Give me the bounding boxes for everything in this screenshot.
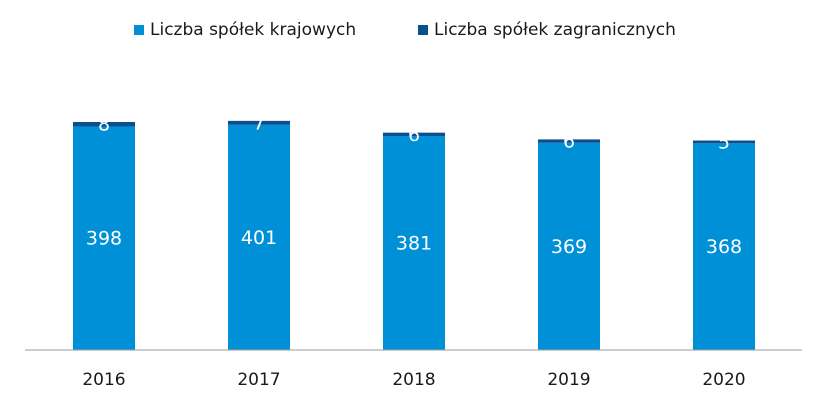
- bar-domestic-2020: [693, 143, 755, 350]
- bar-foreign-2017: [228, 120, 290, 125]
- x-tick-label-2020: 2020: [702, 370, 745, 390]
- data-label-foreign-2018: 6: [408, 124, 420, 146]
- legend-item-domestic: Liczba spółek krajowych: [134, 20, 356, 40]
- bar-foreign-2019: [538, 139, 600, 143]
- bar-domestic-2019: [538, 142, 600, 350]
- bar-foreign-2016: [73, 121, 135, 127]
- x-tick-label-2019: 2019: [547, 370, 590, 390]
- data-label-foreign-2020: 5: [718, 131, 730, 153]
- legend: Liczba spółek krajowych Liczba spółek za…: [0, 20, 827, 44]
- bar-foreign-2020: [693, 140, 755, 144]
- legend-label-foreign: Liczba spółek zagranicznych: [434, 20, 676, 40]
- data-label-foreign-2017: 7: [253, 112, 265, 134]
- legend-label-domestic: Liczba spółek krajowych: [150, 20, 357, 40]
- data-label-foreign-2019: 6: [563, 131, 575, 153]
- legend-swatch-domestic: [134, 25, 144, 35]
- bar-domestic-2017: [228, 124, 290, 350]
- bar-domestic-2016: [73, 126, 135, 350]
- data-label-domestic-2019: 369: [551, 236, 587, 258]
- data-label-domestic-2020: 368: [706, 236, 742, 258]
- x-tick-label-2016: 2016: [82, 370, 125, 390]
- x-tick-label-2017: 2017: [237, 370, 280, 390]
- x-tick-label-2018: 2018: [392, 370, 435, 390]
- data-label-domestic-2018: 381: [396, 233, 432, 255]
- data-label-foreign-2016: 8: [98, 114, 110, 136]
- legend-swatch-foreign: [418, 25, 428, 35]
- data-label-domestic-2016: 398: [86, 228, 122, 250]
- bar-domestic-2018: [383, 136, 445, 350]
- legend-item-foreign: Liczba spółek zagranicznych: [418, 20, 676, 40]
- data-label-domestic-2017: 401: [241, 227, 277, 249]
- bar-foreign-2018: [383, 132, 445, 137]
